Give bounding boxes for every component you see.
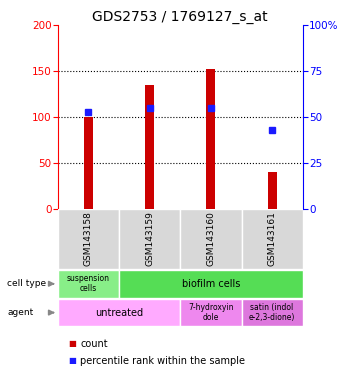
Bar (119, 270, 303, 298)
Text: GSM143159: GSM143159 (145, 212, 154, 266)
Bar (241, 209, 303, 269)
Bar (180, 299, 241, 326)
Text: satin (indol
e-2,3-dione): satin (indol e-2,3-dione) (249, 303, 295, 322)
Text: cell type: cell type (7, 279, 46, 288)
Text: percentile rank within the sample: percentile rank within the sample (80, 356, 245, 366)
Text: 7-hydroxyin
dole: 7-hydroxyin dole (188, 303, 234, 322)
Bar (58, 209, 119, 269)
Text: biofilm cells: biofilm cells (182, 279, 240, 289)
Bar (145, 85, 154, 209)
Bar (58, 299, 180, 326)
Text: ■: ■ (68, 356, 76, 366)
Text: GSM143158: GSM143158 (84, 212, 93, 266)
Bar (58, 270, 119, 298)
Text: untreated: untreated (95, 308, 143, 318)
Bar (241, 299, 303, 326)
Bar (84, 117, 93, 209)
Text: suspension
cells: suspension cells (67, 274, 110, 293)
Text: GSM143160: GSM143160 (206, 212, 215, 266)
Text: ■: ■ (68, 339, 76, 348)
Text: count: count (80, 339, 108, 349)
Bar (180, 209, 241, 269)
Title: GDS2753 / 1769127_s_at: GDS2753 / 1769127_s_at (92, 10, 268, 24)
Text: agent: agent (7, 308, 33, 317)
Text: GSM143161: GSM143161 (268, 212, 276, 266)
Bar (206, 69, 216, 209)
Bar (267, 172, 277, 209)
Bar (119, 209, 180, 269)
